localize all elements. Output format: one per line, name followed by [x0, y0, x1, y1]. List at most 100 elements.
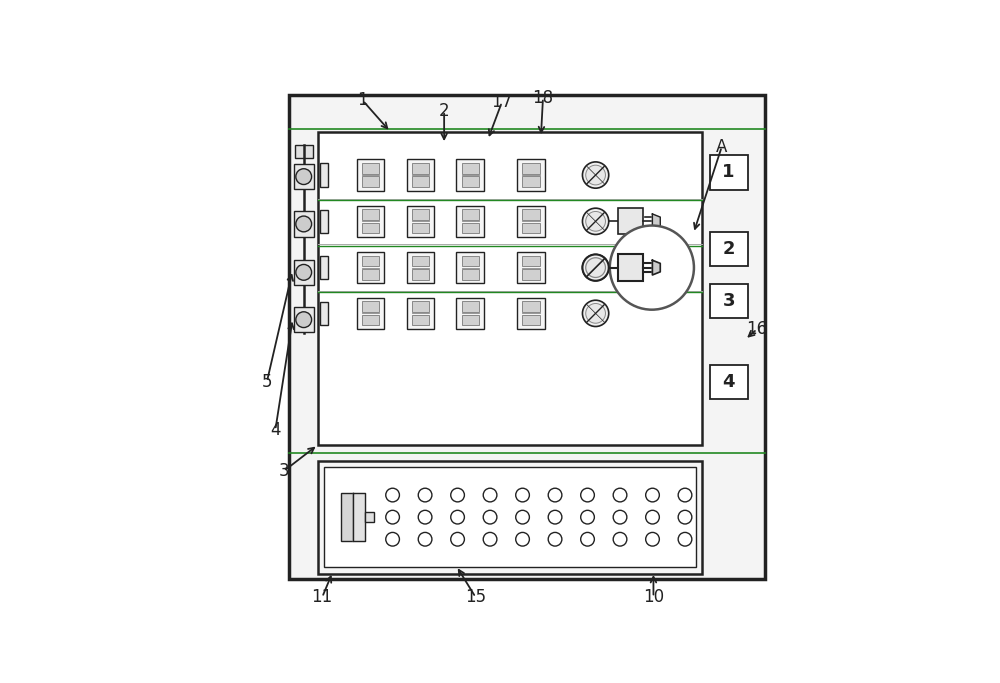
Bar: [517, 159, 545, 191]
Bar: [320, 256, 328, 279]
Circle shape: [386, 510, 399, 524]
Circle shape: [451, 488, 464, 502]
Circle shape: [678, 533, 692, 546]
Bar: [456, 159, 484, 191]
Text: A: A: [716, 138, 727, 156]
Bar: [462, 209, 479, 220]
Bar: [618, 208, 643, 234]
Bar: [462, 176, 479, 187]
Text: 15: 15: [465, 588, 486, 607]
Text: 16: 16: [746, 320, 768, 338]
Polygon shape: [652, 260, 660, 275]
Polygon shape: [353, 494, 365, 541]
Bar: [362, 176, 379, 187]
Bar: [294, 211, 314, 236]
Circle shape: [418, 533, 432, 546]
Text: 1: 1: [357, 92, 368, 109]
Bar: [320, 302, 328, 325]
Bar: [710, 284, 748, 318]
Bar: [320, 210, 328, 233]
Circle shape: [451, 510, 464, 524]
Circle shape: [296, 169, 312, 184]
Circle shape: [418, 510, 432, 524]
Circle shape: [678, 510, 692, 524]
Circle shape: [610, 225, 694, 309]
Text: 18: 18: [532, 89, 554, 107]
Bar: [407, 298, 434, 329]
Bar: [362, 223, 379, 234]
Bar: [362, 209, 379, 220]
Bar: [362, 315, 379, 325]
Circle shape: [586, 303, 605, 323]
Bar: [412, 255, 429, 266]
Bar: [412, 269, 429, 279]
Bar: [522, 315, 540, 325]
Bar: [294, 260, 314, 285]
Circle shape: [582, 301, 609, 326]
Bar: [456, 206, 484, 237]
Bar: [522, 223, 540, 234]
Bar: [412, 176, 429, 187]
Bar: [357, 206, 384, 237]
Text: 2: 2: [722, 240, 735, 257]
Bar: [362, 301, 379, 312]
Circle shape: [582, 255, 609, 281]
Bar: [618, 255, 643, 281]
Bar: [522, 269, 540, 279]
Circle shape: [483, 488, 497, 502]
Bar: [462, 223, 479, 234]
Circle shape: [296, 311, 312, 328]
Circle shape: [386, 488, 399, 502]
Circle shape: [581, 510, 594, 524]
Bar: [362, 269, 379, 279]
Circle shape: [582, 208, 609, 234]
Circle shape: [516, 510, 529, 524]
Text: 4: 4: [722, 373, 735, 391]
Bar: [517, 206, 545, 237]
Circle shape: [582, 162, 609, 189]
Bar: [412, 315, 429, 325]
Circle shape: [296, 264, 312, 280]
Circle shape: [418, 488, 432, 502]
Bar: [710, 232, 748, 266]
Circle shape: [586, 257, 605, 277]
Circle shape: [646, 510, 659, 524]
Bar: [517, 252, 545, 283]
Bar: [462, 269, 479, 279]
Bar: [522, 176, 540, 187]
Bar: [462, 315, 479, 325]
Bar: [710, 365, 748, 399]
Bar: [294, 164, 314, 189]
Bar: [522, 163, 540, 173]
Bar: [318, 460, 702, 574]
Circle shape: [586, 257, 605, 277]
Circle shape: [678, 488, 692, 502]
Circle shape: [516, 533, 529, 546]
Bar: [324, 467, 696, 568]
Bar: [407, 159, 434, 191]
Circle shape: [586, 165, 605, 185]
Circle shape: [581, 488, 594, 502]
Bar: [456, 252, 484, 283]
Bar: [522, 255, 540, 266]
Circle shape: [451, 533, 464, 546]
Circle shape: [386, 533, 399, 546]
Circle shape: [483, 533, 497, 546]
Text: 10: 10: [643, 588, 664, 607]
Text: 17: 17: [491, 93, 513, 111]
Bar: [462, 163, 479, 173]
Circle shape: [548, 488, 562, 502]
Bar: [412, 223, 429, 234]
Bar: [357, 252, 384, 283]
Polygon shape: [652, 214, 660, 229]
Text: 5: 5: [262, 373, 272, 391]
Bar: [295, 145, 313, 158]
Bar: [357, 298, 384, 329]
Circle shape: [581, 533, 594, 546]
Bar: [522, 209, 540, 220]
Bar: [294, 307, 314, 333]
Circle shape: [548, 510, 562, 524]
Bar: [522, 301, 540, 312]
Text: 1: 1: [722, 163, 735, 182]
Bar: [517, 298, 545, 329]
